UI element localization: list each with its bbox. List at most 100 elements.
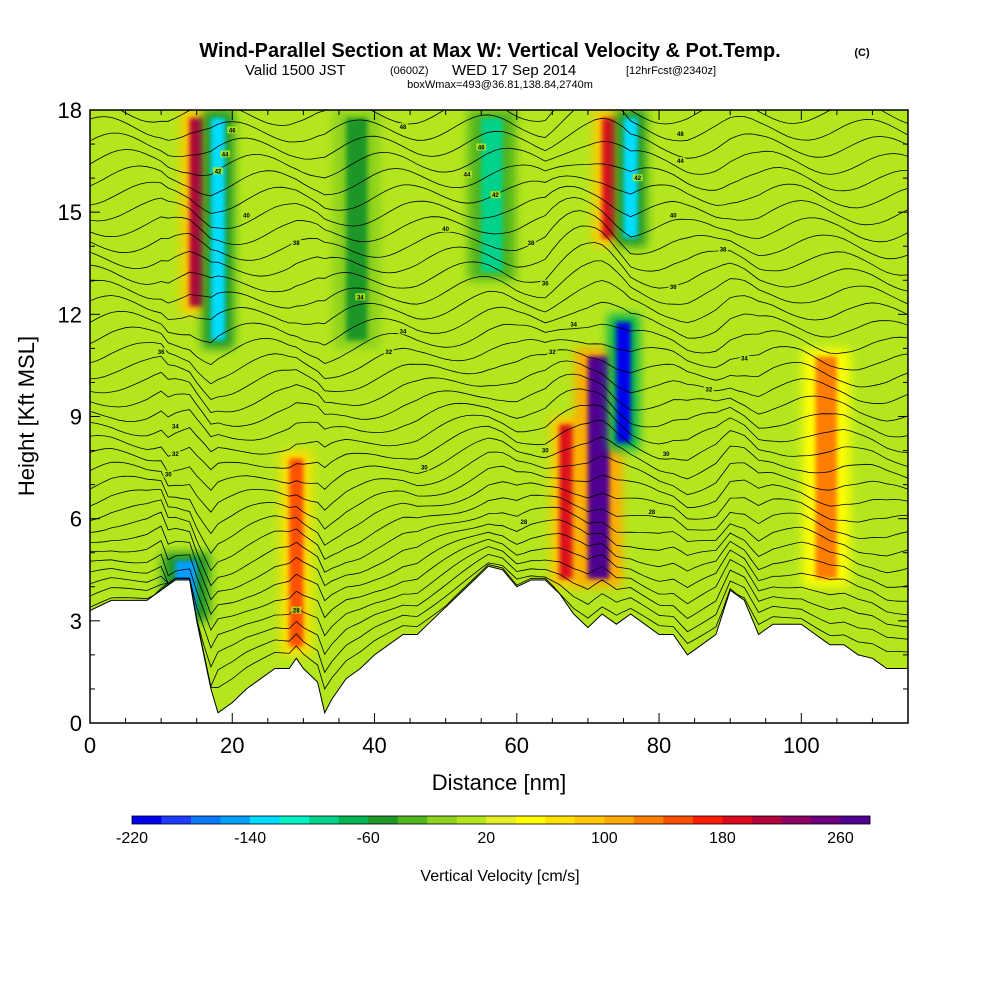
y-tick-label: 12: [58, 302, 82, 327]
isentrope-label: 34: [570, 323, 577, 329]
colorbar-segment: [633, 816, 664, 824]
isentrope-label-bg: [291, 606, 302, 614]
colorbar-segment: [279, 816, 310, 824]
colorbar-segment: [545, 816, 576, 824]
chart-subtitle-forecast: [12hrFcst@2340z]: [626, 65, 716, 77]
isentrope-label: 30: [542, 449, 549, 455]
colorbar-label: -220: [116, 830, 148, 847]
isentrope-line: [90, 436, 908, 491]
isentrope-label: 44: [222, 152, 229, 158]
isentrope-label-bg: [568, 320, 579, 328]
colorbar-segment: [427, 816, 458, 824]
isentrope-label: 28: [521, 520, 528, 526]
isentrope-label-bg: [355, 293, 366, 301]
colorbar-label: 180: [709, 830, 736, 847]
x-axis: 0 20 40 60 80 100: [84, 110, 909, 758]
isentrope-label: 46: [229, 128, 236, 134]
y-tick-label: 3: [70, 609, 82, 634]
isentrope-line: [90, 360, 908, 413]
colorbar-segment: [132, 816, 162, 824]
isentrope-line: [90, 349, 908, 400]
isentrope-label: 42: [634, 176, 641, 182]
isentrope-label-bg: [675, 157, 686, 165]
isentrope-label: 30: [421, 466, 428, 472]
isentrope-label-bg: [156, 347, 167, 355]
isentrope-label-bg: [170, 422, 181, 430]
colorbar-segment: [722, 816, 753, 824]
isentrope-label: 44: [464, 173, 471, 179]
chart-title: Wind-Parallel Section at Max W: Vertical…: [199, 40, 780, 62]
isentrope-label: 44: [677, 159, 684, 165]
colorbar-segment: [574, 816, 605, 824]
isentrope-label: 40: [670, 214, 677, 220]
isentrope-line: [90, 553, 908, 668]
isentrope-label-bg: [646, 507, 657, 515]
isentrope-label: 38: [528, 241, 535, 247]
isentrope-line: [90, 481, 908, 555]
isentrope-label-bg: [397, 327, 408, 335]
isentrope-label: 32: [385, 350, 392, 356]
isentrope-label: 34: [741, 357, 748, 363]
colorbar-label: -140: [234, 830, 266, 847]
isentrope-line: [90, 117, 908, 160]
isentrope-label-bg: [476, 143, 487, 151]
chart-subtitle-utc: (0600Z): [390, 65, 429, 77]
x-tick-label: 20: [220, 733, 244, 758]
isentrope-label: 30: [663, 452, 670, 458]
updraft-band-core: [289, 458, 304, 647]
downdraft-band-core: [623, 118, 638, 239]
y-axis-label: Height [Kft MSL]: [14, 336, 39, 496]
colorbar-segment: [191, 816, 221, 824]
isentrope-line: [90, 519, 908, 601]
isentrope-label: 48: [400, 125, 407, 131]
isentrope-label-bg: [440, 225, 451, 233]
colorbar-segment: [663, 816, 694, 824]
x-tick-label: 80: [647, 733, 671, 758]
isentrope-label: 28: [293, 609, 300, 615]
isentrope-label-bg: [703, 385, 714, 393]
isentrope-line: [90, 538, 908, 632]
colorbar-title: Vertical Velocity [cm/s]: [420, 868, 579, 885]
x-tick-label: 40: [362, 733, 386, 758]
colorbar-segment: [309, 816, 339, 824]
colorbar-segment: [781, 816, 812, 824]
isentrope-label: 38: [293, 241, 300, 247]
isentrope-line: [90, 546, 908, 649]
chart-subtitle-date: WED 17 Sep 2014: [452, 62, 576, 79]
downdraft-band-core: [346, 118, 368, 341]
isentrope-line: [90, 506, 908, 587]
isentrope-label-bg: [661, 449, 672, 457]
isentrope-label: 32: [549, 350, 556, 356]
isentrope-line: [90, 242, 908, 293]
isentrope-line: [90, 225, 908, 277]
isentrope-label: 42: [492, 193, 499, 199]
isentrope-label: 48: [677, 132, 684, 138]
isentrope-line: [90, 338, 908, 385]
colorbar-segment: [751, 816, 782, 824]
isentrope-label: 42: [215, 169, 222, 175]
isentrope-label-bg: [739, 354, 750, 362]
isentrope-labels: 46 44 42 40 38 36 34 32 30 48 46 44 42 40 38 36 34 34 32 32…: [156, 123, 750, 615]
isentrope-line: [90, 140, 908, 179]
isentrope-label-bg: [632, 174, 643, 182]
isentrope-label-bg: [291, 238, 302, 246]
isentrope-line: [90, 531, 908, 616]
colorbar-segment: [397, 816, 428, 824]
colorbar-segment: [515, 816, 546, 824]
isentrope-line: [90, 388, 908, 441]
isentrope-label-bg: [668, 283, 679, 291]
isentrope-label: 40: [442, 227, 449, 233]
isentrope-label: 34: [357, 295, 364, 301]
isentrope-label: 36: [670, 285, 677, 291]
isentrope-label: 30: [165, 472, 172, 478]
isentrope-line: [90, 373, 908, 427]
isentrope-label-bg: [540, 446, 551, 454]
colorbar-segment: [810, 816, 841, 824]
isentropes: [90, 110, 908, 690]
isentrope-line: [90, 110, 908, 143]
isentrope-label-bg: [163, 470, 174, 478]
y-tick-label: 0: [70, 711, 82, 736]
chart-title-suffix: (C): [854, 47, 870, 59]
isentrope-line: [90, 210, 908, 261]
